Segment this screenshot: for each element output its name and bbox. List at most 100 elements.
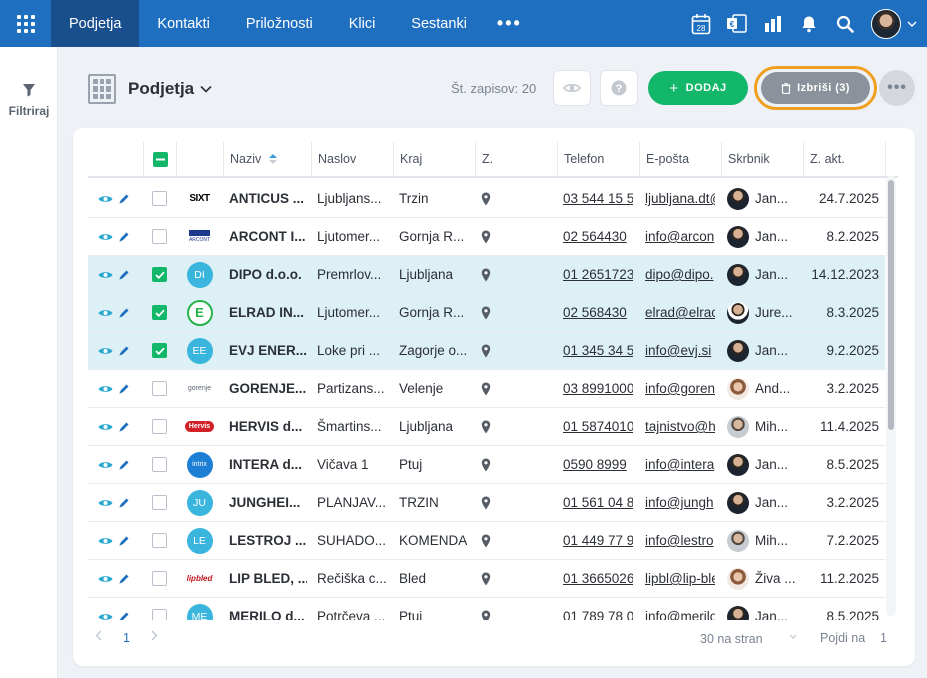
chevron-down-icon[interactable]	[907, 18, 917, 30]
eye-icon[interactable]	[98, 536, 113, 546]
table-row[interactable]: lipbled LIP BLED, ... Rečiška c... Bled 01 3…	[88, 560, 885, 598]
map-pin-icon[interactable]	[481, 534, 491, 548]
eye-icon[interactable]	[98, 232, 113, 242]
edit-pencil-icon[interactable]	[118, 421, 130, 433]
col-naslov[interactable]: Naslov	[311, 142, 393, 176]
row-checkbox[interactable]	[152, 191, 167, 206]
edit-pencil-icon[interactable]	[118, 193, 130, 205]
cell-naziv[interactable]: ANTICUS ...	[229, 191, 305, 206]
table-row[interactable]: E ELRAD IN... Ljutomer... Gornja R... 02 568…	[88, 294, 885, 332]
map-pin-icon[interactable]	[481, 420, 491, 434]
row-checkbox[interactable]	[152, 457, 167, 472]
cell-naziv[interactable]: ELRAD IN...	[229, 305, 305, 320]
edit-pencil-icon[interactable]	[118, 231, 130, 243]
per-page-select[interactable]: 30 na stran	[700, 632, 763, 646]
cell-naziv[interactable]: INTERA d...	[229, 457, 302, 472]
cell-naziv[interactable]: EVJ ENER...	[229, 343, 307, 358]
page-title[interactable]: Podjetja	[128, 79, 195, 98]
delete-button[interactable]: Izbriši (3)	[761, 72, 870, 104]
edit-pencil-icon[interactable]	[118, 269, 130, 281]
table-row[interactable]: SIXT ANTICUS ... Ljubljans... Trzin 03 544 1…	[88, 180, 885, 218]
map-pin-icon[interactable]	[481, 344, 491, 358]
edit-pencil-icon[interactable]	[118, 497, 130, 509]
nav-klici[interactable]: Klici	[348, 15, 376, 32]
map-pin-icon[interactable]	[481, 382, 491, 396]
eye-icon[interactable]	[98, 346, 113, 356]
col-zemljevid[interactable]: Z.	[475, 142, 557, 176]
map-pin-icon[interactable]	[481, 496, 491, 510]
cell-telefon[interactable]: 01 345 34 5	[563, 343, 633, 358]
row-checkbox[interactable]	[152, 609, 167, 620]
row-checkbox[interactable]	[152, 229, 167, 244]
cell-telefon[interactable]: 01 2651723	[563, 267, 633, 282]
cell-telefon[interactable]: 03 544 15 5	[563, 191, 633, 206]
table-scrollbar[interactable]	[888, 180, 894, 430]
cell-eposta[interactable]: elrad@elrac	[645, 305, 715, 320]
cell-telefon[interactable]: 01 789 78 0	[563, 609, 633, 620]
cell-telefon[interactable]: 0590 8999	[563, 457, 627, 472]
goto-input[interactable]: 1	[880, 631, 887, 645]
row-checkbox[interactable]	[152, 267, 167, 282]
col-kraj[interactable]: Kraj	[393, 142, 475, 176]
eye-icon[interactable]	[98, 270, 113, 280]
cell-eposta[interactable]: ljubljana.dt@	[645, 191, 715, 206]
nav-sestanki[interactable]: Sestanki	[411, 15, 467, 32]
cell-eposta[interactable]: tajnistvo@h	[645, 419, 715, 434]
exchange-icon[interactable]: €	[719, 0, 755, 47]
table-row[interactable]: ME MERILO d... Potrčeva ... Ptuj 01 789 78 0…	[88, 598, 885, 620]
eye-icon[interactable]	[98, 422, 113, 432]
cell-telefon[interactable]: 02 568430	[563, 305, 627, 320]
cell-telefon[interactable]: 01 449 77 9	[563, 533, 633, 548]
map-pin-icon[interactable]	[481, 610, 491, 621]
table-row[interactable]: Hervis HERVIS d... Šmartins... Ljubljana 01 …	[88, 408, 885, 446]
eye-icon[interactable]	[98, 460, 113, 470]
map-pin-icon[interactable]	[481, 230, 491, 244]
cell-naziv[interactable]: DIPO d.o.o.	[229, 267, 302, 282]
cell-eposta[interactable]: info@merilo	[645, 609, 715, 620]
eye-icon[interactable]	[98, 194, 113, 204]
chevron-down-icon[interactable]	[789, 631, 797, 642]
edit-pencil-icon[interactable]	[118, 535, 130, 547]
help-button[interactable]: ?	[600, 70, 638, 106]
edit-pencil-icon[interactable]	[118, 345, 130, 357]
col-eposta[interactable]: E-pošta	[639, 142, 721, 176]
edit-pencil-icon[interactable]	[118, 573, 130, 585]
edit-pencil-icon[interactable]	[118, 383, 130, 395]
col-telefon[interactable]: Telefon	[557, 142, 639, 176]
edit-pencil-icon[interactable]	[118, 307, 130, 319]
col-z-akt[interactable]: Z. akt.	[803, 142, 885, 176]
eye-icon[interactable]	[98, 384, 113, 394]
table-row[interactable]: LE LESTROJ ... SUHADO... KOMENDA 01 449 77 9…	[88, 522, 885, 560]
current-page[interactable]: 1	[123, 631, 130, 645]
row-checkbox[interactable]	[152, 495, 167, 510]
map-pin-icon[interactable]	[481, 572, 491, 586]
eye-icon[interactable]	[98, 612, 113, 621]
bell-icon[interactable]	[791, 0, 827, 47]
eye-icon[interactable]	[98, 498, 113, 508]
table-row[interactable]: intrix INTERA d... Vičava 1 Ptuj 0590 8999 in…	[88, 446, 885, 484]
col-naziv[interactable]: Naziv	[223, 142, 311, 176]
cell-naziv[interactable]: HERVIS d...	[229, 419, 303, 434]
table-row[interactable]: ARCONT ARCONT I... Ljutomer... Gornja R... 0…	[88, 218, 885, 256]
row-checkbox[interactable]	[152, 419, 167, 434]
col-skrbnik[interactable]: Skrbnik	[721, 142, 803, 176]
map-pin-icon[interactable]	[481, 268, 491, 282]
row-checkbox[interactable]	[152, 381, 167, 396]
cell-telefon[interactable]: 01 5874010	[563, 419, 633, 434]
cell-eposta[interactable]: info@lestro	[645, 533, 714, 548]
edit-pencil-icon[interactable]	[118, 459, 130, 471]
nav-podjetja[interactable]: Podjetja	[51, 0, 140, 47]
cell-naziv[interactable]: LIP BLED, ...	[229, 571, 307, 586]
cell-eposta[interactable]: info@jungh	[645, 495, 714, 510]
cell-naziv[interactable]: LESTROJ ...	[229, 533, 307, 548]
map-pin-icon[interactable]	[481, 306, 491, 320]
table-row[interactable]: DI DIPO d.o.o. Premrlov... Ljubljana 01 2651…	[88, 256, 885, 294]
cell-naziv[interactable]: GORENJE...	[229, 381, 307, 396]
cell-eposta[interactable]: dipo@dipo.	[645, 267, 714, 282]
cell-eposta[interactable]: info@goren	[645, 381, 715, 396]
edit-pencil-icon[interactable]	[118, 611, 130, 621]
map-pin-icon[interactable]	[481, 192, 491, 206]
eye-icon[interactable]	[98, 574, 113, 584]
search-icon[interactable]	[827, 0, 863, 47]
view-button[interactable]	[553, 70, 591, 106]
